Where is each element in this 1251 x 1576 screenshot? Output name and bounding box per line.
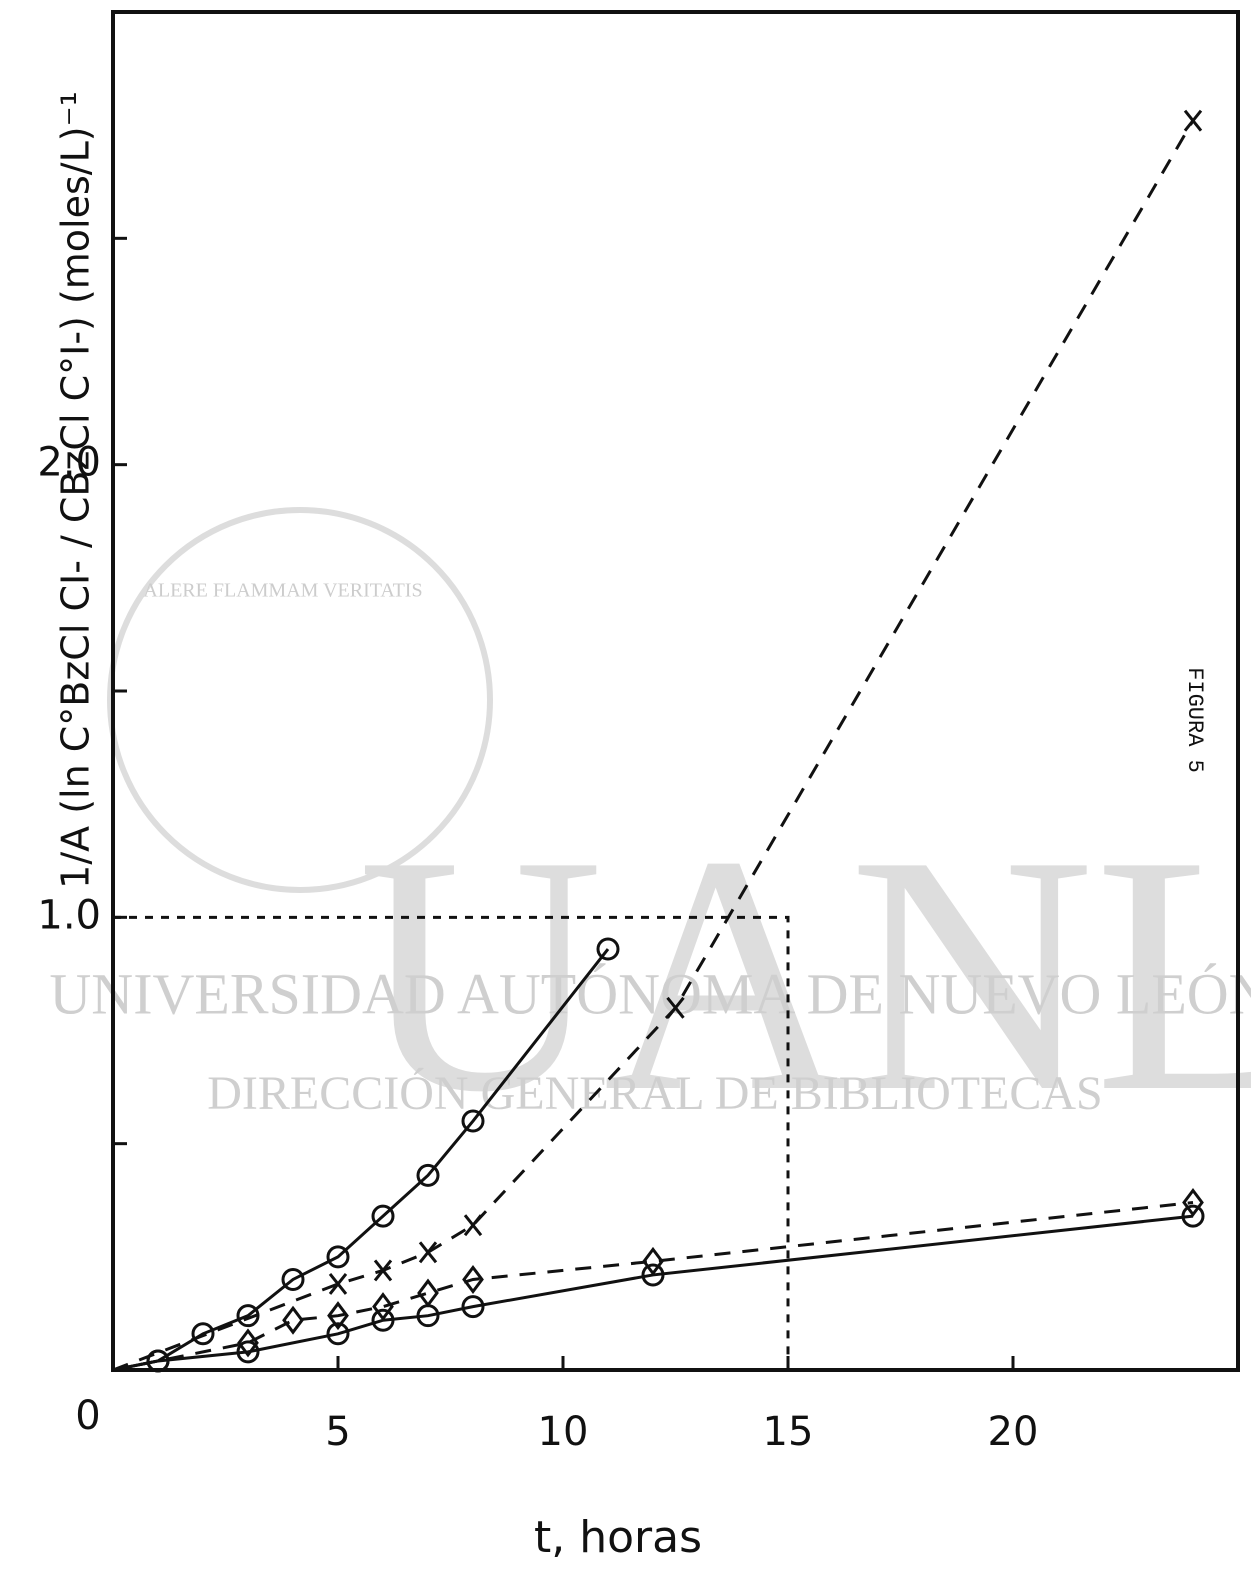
x-tick-label: 20 bbox=[988, 1409, 1039, 1455]
point bbox=[463, 1214, 483, 1237]
y-tick-label: 1.0 bbox=[37, 892, 101, 938]
point bbox=[371, 1308, 395, 1332]
watermark-seal bbox=[107, 507, 493, 893]
point bbox=[596, 937, 620, 961]
watermark-line: DIRECCIÓN GENERAL DE BIBLIOTECAS bbox=[207, 1066, 1103, 1120]
point bbox=[462, 1264, 484, 1294]
point bbox=[642, 1246, 664, 1276]
y-axis-label: 1/A (ln C°BzCl CI- / CBzCl C°I-) (moles/… bbox=[54, 91, 98, 889]
point bbox=[327, 1301, 349, 1331]
point bbox=[418, 1241, 438, 1264]
point bbox=[328, 1273, 348, 1295]
point bbox=[666, 996, 685, 1019]
point bbox=[326, 1322, 350, 1346]
x-tick-label: 0 bbox=[75, 1393, 100, 1439]
point bbox=[1182, 1188, 1204, 1218]
point bbox=[282, 1305, 304, 1335]
point bbox=[417, 1278, 439, 1308]
point bbox=[1183, 109, 1203, 132]
point bbox=[461, 1295, 485, 1319]
series-line bbox=[112, 1214, 1194, 1372]
series-line bbox=[112, 119, 1195, 1372]
x-axis-label: t, horas bbox=[534, 1512, 702, 1563]
point bbox=[372, 1292, 394, 1322]
y-tick-label: 2.0 bbox=[37, 440, 101, 486]
plot-frame bbox=[111, 10, 1240, 1372]
x-tick-label: 10 bbox=[538, 1409, 589, 1455]
point bbox=[1181, 1204, 1205, 1228]
point bbox=[237, 1328, 259, 1358]
reference-line bbox=[113, 915, 790, 1370]
x-tick-label: 15 bbox=[763, 1409, 814, 1455]
point bbox=[416, 1304, 440, 1328]
point bbox=[461, 1109, 485, 1133]
point bbox=[146, 1349, 170, 1373]
watermark-line: UNIVERSIDAD AUTÓNOMA DE NUEVO LEÓN bbox=[49, 961, 1251, 1026]
series-line bbox=[112, 948, 610, 1372]
series-line bbox=[112, 1201, 1194, 1372]
point bbox=[641, 1263, 665, 1287]
point bbox=[416, 1163, 440, 1187]
point bbox=[191, 1322, 215, 1346]
x-tick-label: 5 bbox=[325, 1409, 350, 1455]
point bbox=[371, 1204, 395, 1228]
point bbox=[281, 1267, 305, 1291]
point bbox=[236, 1340, 260, 1364]
watermark-big: UANL bbox=[358, 785, 1251, 1162]
point bbox=[373, 1259, 393, 1282]
side-label: FIGURA 5 bbox=[1182, 667, 1207, 773]
watermark-motto: ALERE FLAMMAM VERITATIS bbox=[143, 580, 422, 602]
point bbox=[326, 1245, 350, 1269]
